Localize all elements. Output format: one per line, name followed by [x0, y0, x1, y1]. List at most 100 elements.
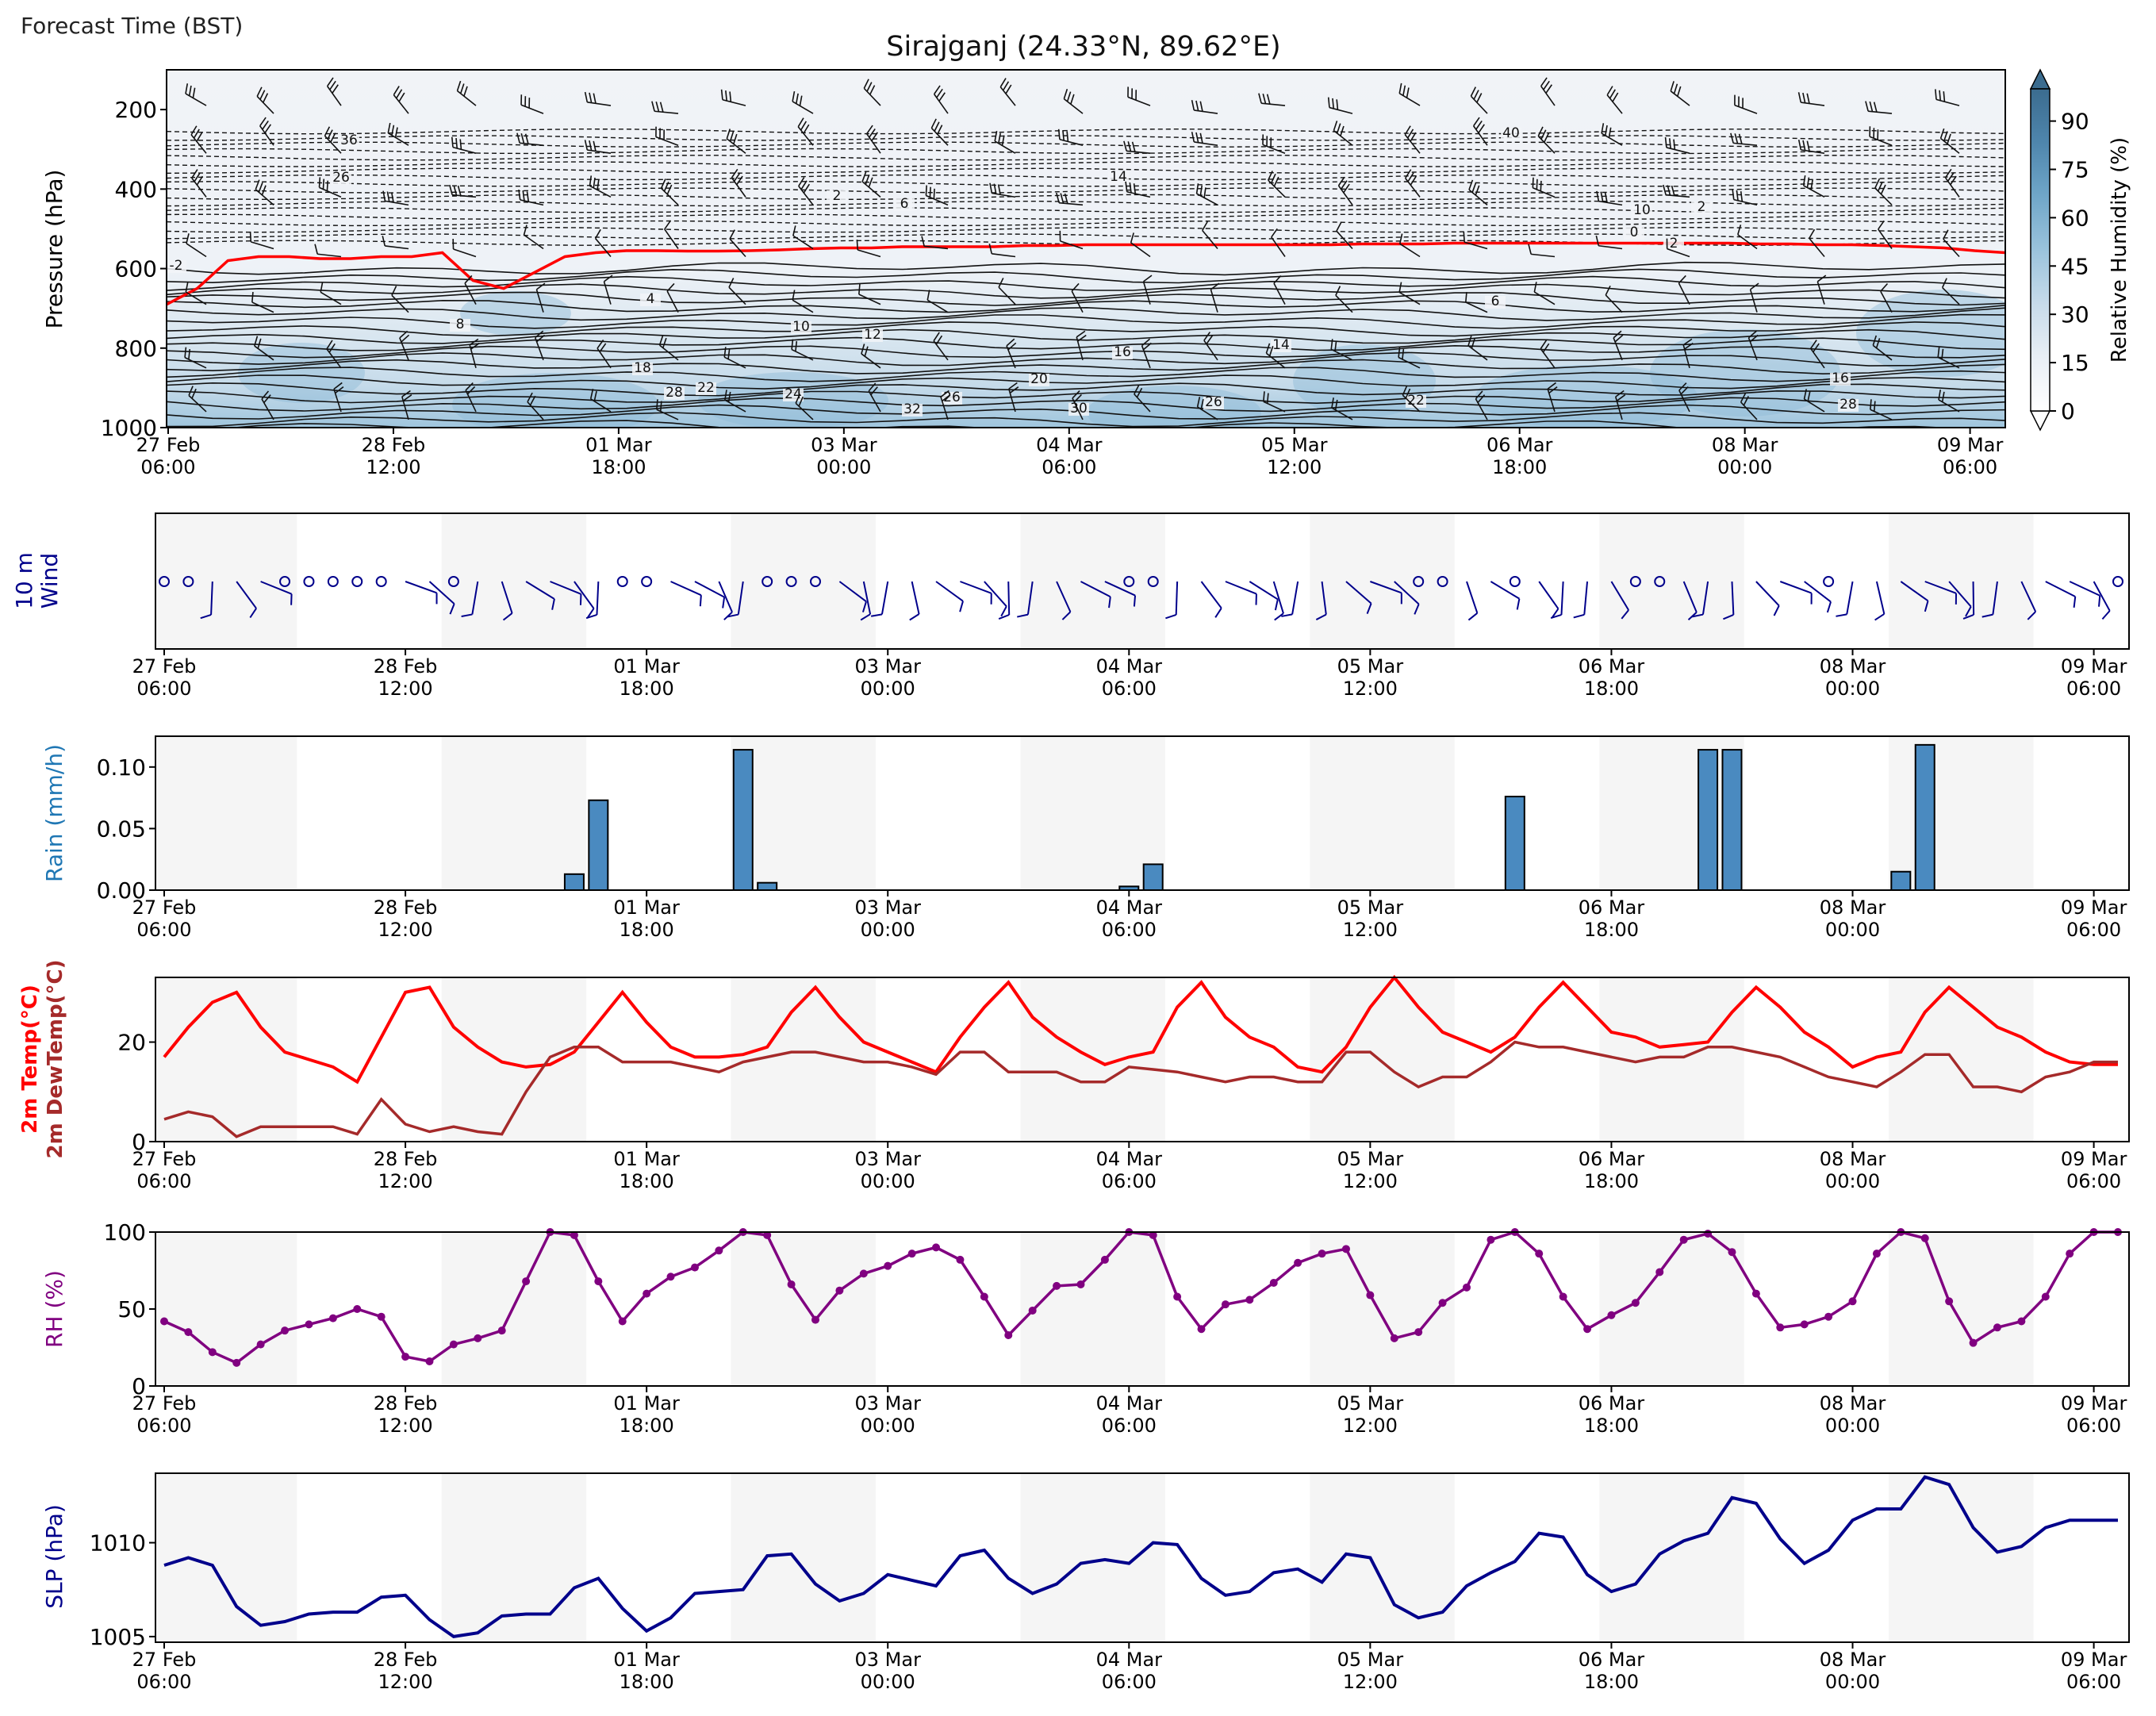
barb-flag: [2015, 181, 2020, 190]
barb-staff: [1678, 282, 1690, 305]
barb-flag: [259, 90, 266, 100]
contour-label: 6: [900, 196, 909, 212]
upper-wind-barb: [1540, 77, 1556, 106]
barb-flag: [1017, 613, 1029, 618]
barb-flag: [1947, 133, 1951, 144]
barb-flag: [1836, 613, 1847, 617]
barb-staff: [926, 299, 949, 313]
rain-axis-tick-time: 12:00: [378, 919, 432, 941]
barb-flag: [1331, 397, 1334, 409]
upper-wind-barb: [1335, 286, 1353, 313]
upper-wind-barb: [1810, 340, 1825, 369]
barb-staff: [2093, 581, 2111, 612]
temp-axis-tick-time: 18:00: [620, 1170, 674, 1192]
barb-flag: [861, 601, 867, 612]
surface-wind-barb: [1692, 581, 1709, 618]
barb-flag: [1810, 179, 1813, 190]
night-band: [1889, 1232, 2034, 1386]
upper-wind-barb: [1273, 274, 1286, 305]
upper-wind-barb: [1747, 330, 1759, 361]
barb-flag: [1195, 100, 1199, 111]
night-band: [1599, 1473, 1744, 1642]
barb-staff: [1610, 581, 1629, 611]
barb-flag: [1664, 136, 1667, 148]
barb-flag: [1670, 81, 1675, 92]
barb-staff: [1060, 240, 1084, 250]
barb-staff: [670, 581, 702, 597]
surface-wind-barb: [2020, 581, 2037, 620]
night-band: [1310, 513, 1455, 649]
top-axis-tick-date: 01 Mar: [585, 434, 652, 456]
upper-wind-barb: [930, 118, 949, 146]
barb-flag: [936, 88, 943, 98]
barb-flag: [1125, 181, 1128, 192]
barb-flag: [1134, 384, 1140, 395]
barb-flag: [258, 182, 263, 193]
barb-staff: [666, 290, 679, 313]
barb-flag: [186, 233, 190, 244]
barb-flag: [1073, 393, 1082, 403]
upper-wind-barb: [594, 228, 612, 258]
rh-point: [666, 1273, 675, 1281]
barb-flag: [451, 136, 454, 148]
barb-flag: [2010, 393, 2014, 403]
barb-flag: [2012, 397, 2016, 406]
calm-wind-marker: [279, 576, 291, 587]
barb-flag: [1070, 94, 1075, 105]
calm-wind-marker: [159, 576, 170, 587]
barb-flag: [1475, 390, 1483, 400]
upper-wind-barb: [1797, 92, 1825, 106]
rain-axis-tick-time: 18:00: [620, 919, 674, 941]
barb-flag: [1667, 185, 1671, 196]
upper-wind-barb: [792, 90, 814, 114]
slp-axis-tick-time: 18:00: [620, 1671, 674, 1693]
barb-flag: [871, 132, 878, 141]
upper-wind-barb: [451, 136, 477, 154]
contour-label: 30: [1070, 401, 1088, 417]
slp-axis: 1005 1010: [90, 1530, 155, 1650]
barb-flag: [2012, 178, 2018, 186]
barb-staff: [1370, 581, 1402, 594]
barb-flag: [1477, 394, 1486, 403]
upper-wind-barb: [2012, 118, 2027, 146]
upper-wind-barb: [324, 126, 342, 154]
upper-wind-barb: [456, 80, 477, 106]
upper-wind-barb: [188, 386, 207, 413]
barb-flag: [869, 85, 876, 95]
barb-staff: [524, 234, 544, 250]
temp-axis-tick-time: 18:00: [1584, 1170, 1639, 1192]
barb-flag: [262, 93, 269, 103]
rh-axis-tick-time: 18:00: [1584, 1415, 1639, 1437]
rh-point: [160, 1317, 168, 1326]
colorbar-tick-label: 60: [2061, 205, 2089, 231]
rh-axis-tick-time: 06:00: [136, 1415, 191, 1437]
barb-flag: [1410, 132, 1417, 142]
upper-wind-barb: [724, 390, 746, 413]
barb-flag: [1475, 120, 1483, 130]
barb-staff: [1398, 291, 1421, 305]
barb-flag: [2098, 595, 2101, 607]
upper-wind-barb: [1872, 335, 1893, 361]
slp-axis-tick-date: 03 Mar: [854, 1649, 921, 1671]
barb-flag: [1060, 193, 1065, 204]
slp-axis-tick-time: 06:00: [136, 1671, 191, 1693]
rh-point: [1004, 1330, 1013, 1339]
barb-flag: [1077, 334, 1087, 342]
rain-bar: [588, 799, 609, 891]
barb-staff: [236, 581, 257, 609]
barb-flag: [727, 391, 731, 402]
slp-axis-label: SLP (hPa): [41, 1504, 67, 1609]
barb-flag: [1551, 608, 1559, 619]
barb-flag: [401, 334, 410, 343]
upper-wind-barb: [1398, 347, 1421, 369]
contour-label: 36: [340, 132, 358, 148]
rh-point: [643, 1289, 651, 1298]
night-band: [155, 513, 297, 649]
rain-bar: [1914, 743, 1935, 892]
rain-axis-tick-time: 00:00: [1825, 919, 1880, 941]
barb-flag: [798, 177, 805, 186]
barb-flag: [1405, 169, 1412, 179]
barb-flag: [264, 124, 272, 133]
barb-flag: [536, 334, 546, 343]
